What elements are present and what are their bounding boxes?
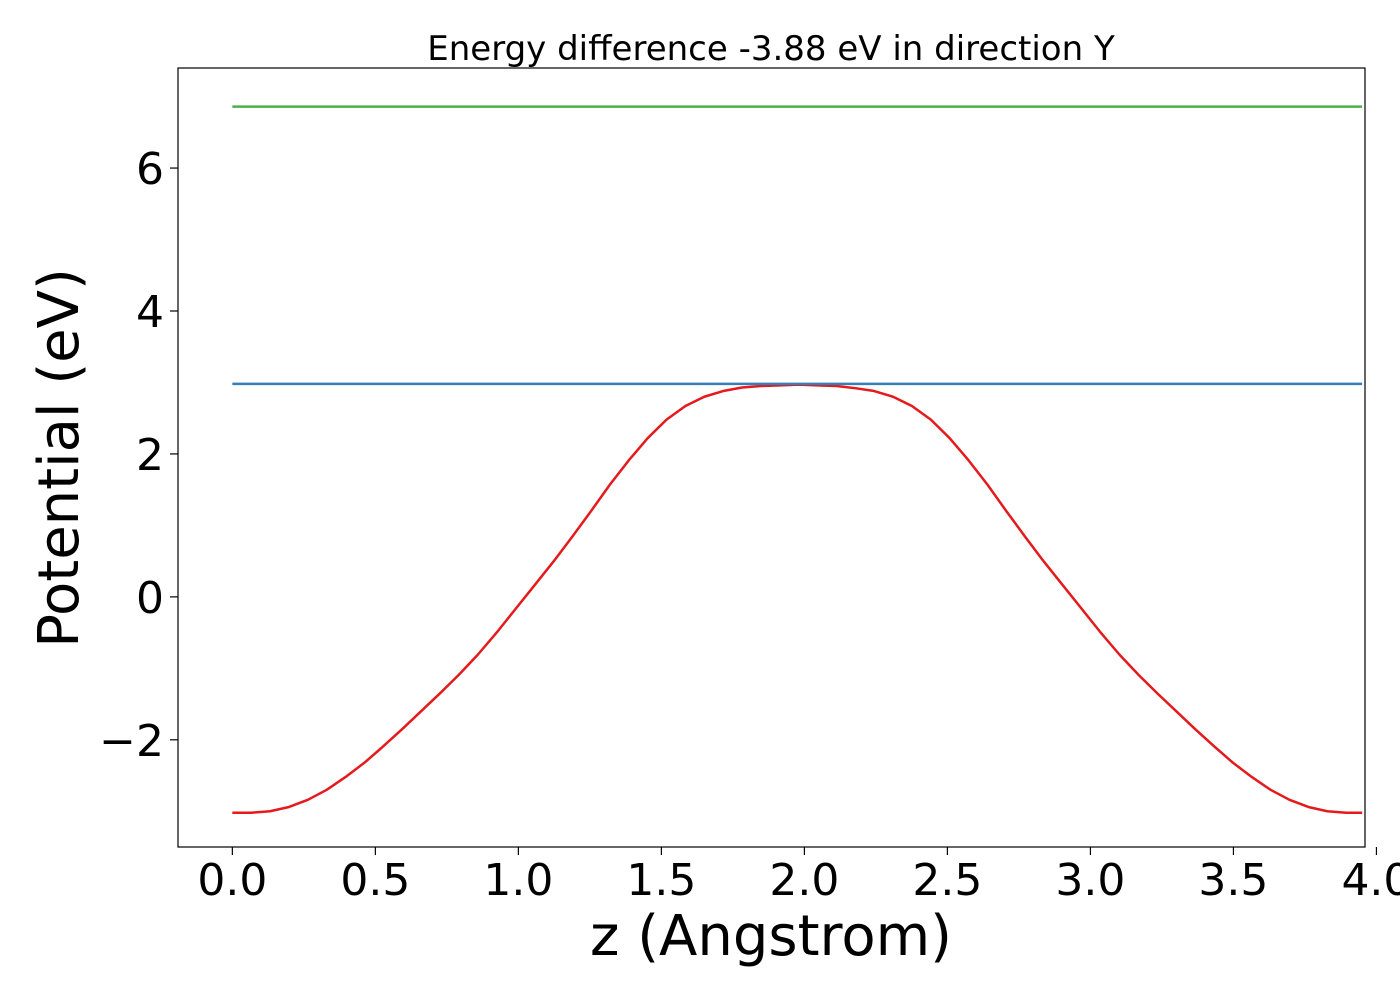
x-axis-label: z (Angstrom) xyxy=(590,904,952,969)
y-tick-label: 2 xyxy=(136,430,164,481)
x-tick-label: 3.5 xyxy=(1198,855,1268,906)
x-tick-label: 1.0 xyxy=(483,855,553,906)
x-tick-label: 2.0 xyxy=(769,855,839,906)
y-axis-label: Potential (eV) xyxy=(27,268,92,648)
y-tick-label: 4 xyxy=(136,287,164,338)
x-axis: 0.0 0.5 1.0 1.5 2.0 2.5 3.0 3.5 4.0 xyxy=(197,847,1400,906)
x-tick-label: 0.0 xyxy=(197,855,267,906)
y-tick-label: 0 xyxy=(136,573,164,624)
x-tick-label: 0.5 xyxy=(340,855,410,906)
x-tick-label: 4.0 xyxy=(1341,855,1400,906)
y-axis: −2 0 2 4 6 xyxy=(99,144,178,767)
y-tick-label: 6 xyxy=(136,144,164,195)
x-tick-label: 1.5 xyxy=(626,855,696,906)
plot-frame xyxy=(177,67,1366,848)
x-tick-label: 2.5 xyxy=(912,855,982,906)
series-layer xyxy=(232,105,1363,814)
x-tick-label: 3.0 xyxy=(1055,855,1125,906)
y-tick-label: −2 xyxy=(99,716,164,767)
chart-title: Energy difference -3.88 eV in direction … xyxy=(427,29,1115,69)
series-line-1 xyxy=(232,383,1363,814)
